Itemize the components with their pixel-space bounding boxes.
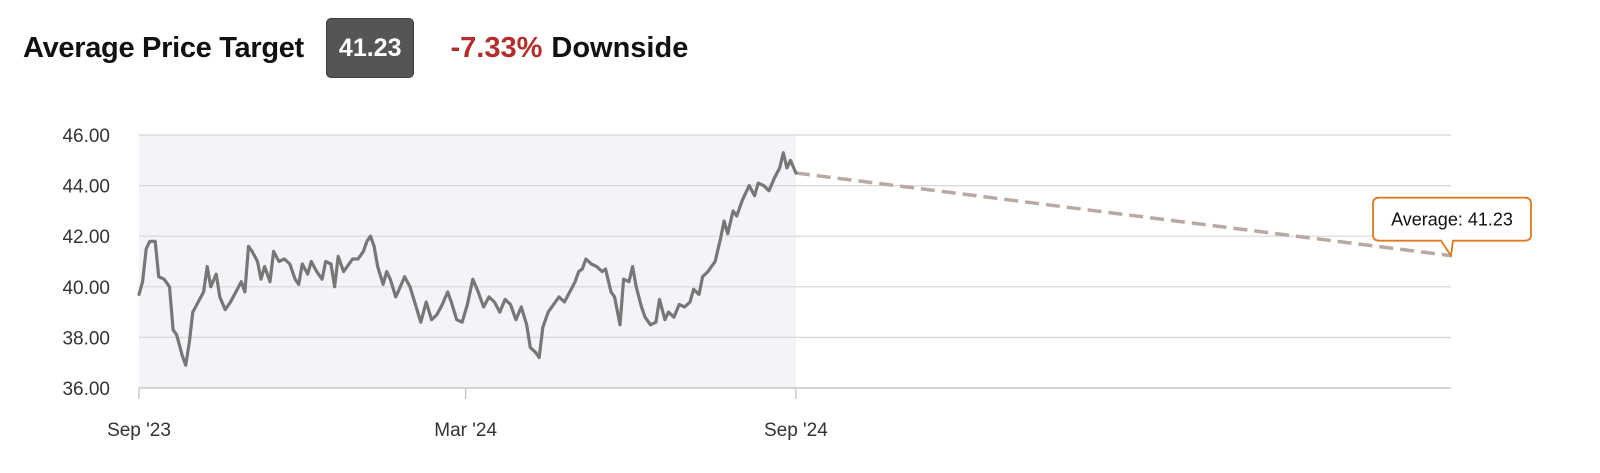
downside-label: Downside xyxy=(551,31,689,64)
x-tick-label: Sep '24 xyxy=(764,420,828,441)
price-history-line xyxy=(137,151,798,367)
page-title: Average Price Target xyxy=(23,31,304,64)
y-axis-labels: 46.00 44.00 42.00 40.00 38.00 36.00 xyxy=(62,126,110,400)
y-tick-label: 38.00 xyxy=(62,328,110,349)
x-axis: Sep '23 Mar '24 Sep '24 xyxy=(107,388,828,441)
y-tick-label: 46.00 xyxy=(62,126,110,147)
y-tick-label: 36.00 xyxy=(62,379,110,400)
average-target-badge: 41.23 xyxy=(325,18,415,78)
price-target-header: Average Price Target 41.23 -7.33% Downsi… xyxy=(23,18,688,78)
y-tick-label: 42.00 xyxy=(62,227,110,248)
tooltip-label: Average: 41.23 xyxy=(1391,210,1513,230)
grid-lines xyxy=(139,134,1451,389)
average-tooltip: Average: 41.23 xyxy=(1372,196,1532,259)
x-tick-label: Sep '23 xyxy=(107,420,171,441)
downside-percent: -7.33% xyxy=(450,31,543,64)
forecast-line xyxy=(795,171,1452,258)
y-tick-label: 44.00 xyxy=(62,177,110,198)
y-tick-label: 40.00 xyxy=(62,278,110,299)
tooltip-box xyxy=(1372,196,1532,259)
x-tick-label: Mar '24 xyxy=(434,420,497,441)
history-shaded-region xyxy=(139,135,796,388)
